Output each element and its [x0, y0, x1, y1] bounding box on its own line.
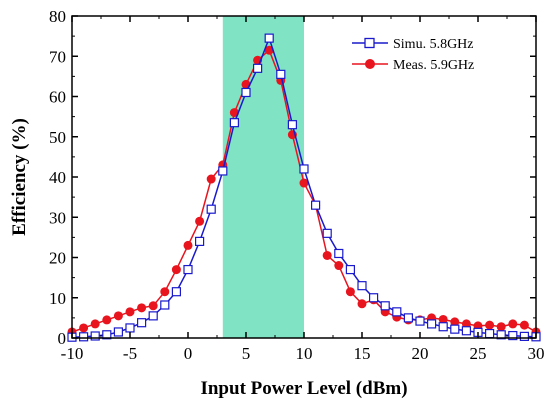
- x-tick-label: 5: [242, 344, 251, 363]
- x-tick-label: -10: [61, 344, 84, 363]
- y-tick-label: 0: [58, 329, 67, 348]
- data-point-simu: [137, 318, 147, 328]
- data-point-meas: [322, 250, 332, 260]
- data-point-meas: [195, 216, 205, 226]
- data-point-simu: [345, 264, 355, 275]
- highlight-band: [222, 16, 304, 338]
- data-point-meas: [102, 315, 112, 325]
- data-point-simu: [322, 228, 332, 238]
- data-point-simu: [508, 330, 518, 341]
- x-tick-label: 15: [354, 344, 371, 363]
- data-point-meas: [125, 307, 135, 317]
- y-tick-label: 80: [49, 7, 66, 26]
- data-point-simu: [496, 330, 506, 340]
- x-tick-label: 30: [528, 344, 545, 363]
- data-point-simu: [427, 319, 437, 329]
- data-point-simu: [276, 69, 286, 79]
- legend: Simu. 5.8GHz Meas. 5.9GHz: [352, 37, 474, 73]
- x-tick-label: 20: [412, 344, 429, 363]
- data-point-meas: [113, 311, 123, 321]
- data-point-meas: [438, 314, 448, 324]
- data-point-meas: [450, 317, 460, 327]
- data-point-simu: [78, 332, 89, 342]
- data-point-simu: [287, 120, 297, 130]
- data-point-simu: [90, 331, 100, 341]
- y-tick-label: 40: [49, 168, 66, 187]
- data-point-meas: [519, 320, 529, 330]
- data-point-simu: [160, 300, 170, 310]
- x-tick-label: 25: [470, 344, 487, 363]
- data-point-meas: [90, 319, 100, 329]
- data-point-meas: [79, 323, 89, 333]
- y-tick-label: 50: [49, 128, 66, 147]
- data-point-simu: [183, 264, 193, 275]
- data-point-meas: [148, 301, 158, 311]
- data-point-simu: [438, 322, 448, 332]
- data-point-simu: [415, 316, 425, 326]
- data-point-simu: [241, 87, 251, 98]
- data-point-simu: [113, 327, 124, 337]
- x-axis-title: Input Power Level (dBm): [200, 378, 407, 399]
- x-tick-label: -5: [123, 344, 137, 363]
- data-point-simu: [148, 311, 158, 321]
- legend-label-meas: Meas. 5.9GHz: [393, 58, 474, 73]
- data-point-simu: [392, 307, 402, 317]
- data-point-meas: [334, 261, 344, 271]
- data-point-simu: [195, 236, 205, 246]
- data-point-simu: [519, 331, 530, 341]
- data-point-simu: [253, 63, 263, 73]
- legend-marker-simu: [364, 37, 375, 49]
- data-point-simu: [485, 328, 495, 339]
- data-point-meas: [357, 299, 367, 309]
- data-point-meas: [264, 45, 274, 55]
- y-tick-label: 30: [49, 208, 66, 227]
- data-point-simu: [357, 281, 367, 291]
- data-point-meas: [183, 240, 193, 250]
- x-tick-label: 10: [296, 344, 313, 363]
- data-point-simu: [461, 326, 471, 336]
- y-tick-label: 20: [49, 249, 66, 268]
- data-point-simu: [264, 33, 274, 43]
- data-point-simu: [369, 293, 379, 303]
- y-axis-title: Efficiency (%): [9, 118, 30, 236]
- data-point-simu: [334, 248, 344, 259]
- data-point-meas: [485, 320, 495, 330]
- data-point-simu: [218, 166, 228, 176]
- y-tick-label: 60: [49, 88, 66, 107]
- data-point-simu: [311, 200, 321, 210]
- legend-marker-meas: [365, 59, 375, 69]
- legend-label-simu: Simu. 5.8GHz: [393, 37, 474, 52]
- y-tick-label: 70: [49, 47, 66, 66]
- data-point-simu: [299, 164, 309, 174]
- data-point-meas: [137, 303, 147, 313]
- data-point-meas: [160, 287, 170, 297]
- x-tick-label: 0: [184, 344, 193, 363]
- data-point-simu: [125, 323, 135, 333]
- data-point-simu: [206, 204, 216, 214]
- data-point-meas: [496, 322, 506, 332]
- data-point-meas: [345, 287, 355, 297]
- data-point-simu: [102, 330, 112, 340]
- data-point-meas: [206, 174, 216, 184]
- data-point-simu: [380, 301, 390, 311]
- data-point-simu: [229, 118, 239, 128]
- data-point-meas: [299, 178, 309, 188]
- y-tick-label: 10: [49, 289, 66, 308]
- data-point-simu: [450, 324, 460, 334]
- data-point-simu: [403, 313, 413, 323]
- data-point-meas: [508, 319, 518, 329]
- data-point-meas: [171, 265, 181, 275]
- data-point-simu: [171, 287, 181, 297]
